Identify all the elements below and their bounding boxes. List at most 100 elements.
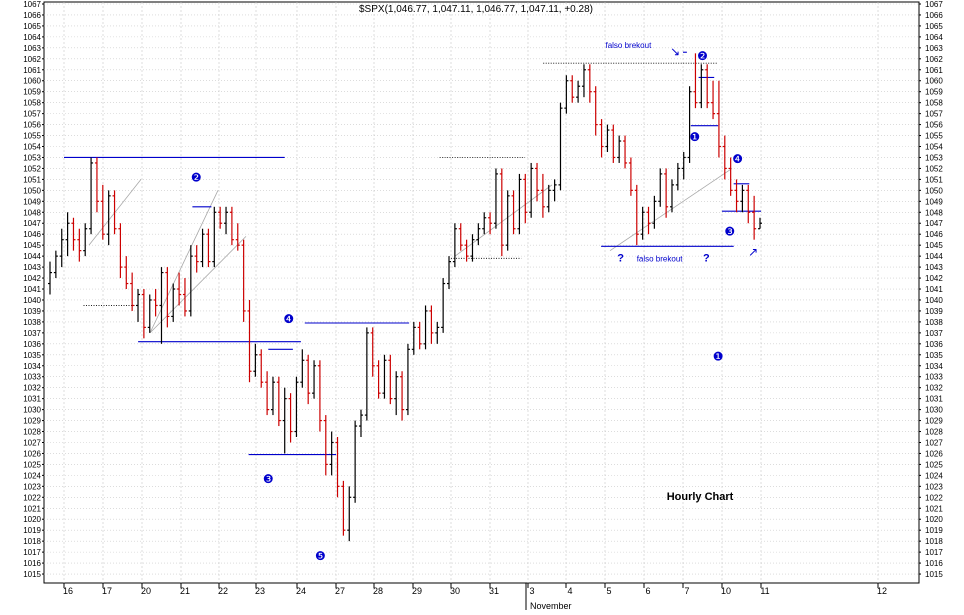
ohlc-bar <box>488 212 493 235</box>
ohlc-bar <box>658 168 663 207</box>
y-tick-label-left: 1034 <box>23 362 41 371</box>
y-tick-label-left: 1042 <box>23 274 41 283</box>
ohlc-bar <box>347 486 352 542</box>
ohlc-bar <box>646 206 651 235</box>
y-tick-label-left: 1021 <box>23 504 41 513</box>
annotation-marker: ❶ <box>713 349 724 363</box>
price-bars <box>48 53 762 542</box>
y-tick-label-right: 1027 <box>925 438 943 447</box>
ohlc-bar <box>253 343 258 377</box>
y-tick-label-right: 1022 <box>925 493 943 502</box>
y-tick-label-left: 1024 <box>23 471 41 480</box>
y-tick-label-left: 1054 <box>23 143 41 152</box>
y-tick-label-right: 1025 <box>925 460 943 469</box>
annotation-marker: ❶ <box>689 130 700 144</box>
y-tick-label-right: 1038 <box>925 318 943 327</box>
x-tick-label: 30 <box>450 586 460 596</box>
ohlc-bar <box>100 184 105 240</box>
y-tick-label-left: 1064 <box>23 33 41 42</box>
ohlc-bar <box>212 206 217 268</box>
y-tick-label-right: 1033 <box>925 373 943 382</box>
ohlc-bar <box>118 223 123 279</box>
y-tick-label-left: 1023 <box>23 482 41 491</box>
x-month-label: November <box>530 601 572 610</box>
ohlc-bar <box>752 195 757 240</box>
ohlc-bar <box>194 245 199 273</box>
ohlc-bar <box>576 80 581 103</box>
ohlc-bar <box>353 420 358 503</box>
ohlc-bar <box>669 179 674 213</box>
y-tick-label-right: 1037 <box>925 329 943 338</box>
y-tick-label-right: 1048 <box>925 208 943 217</box>
ohlc-bar <box>300 349 305 388</box>
ohlc-bar <box>153 289 158 317</box>
ohlc-bar <box>218 206 223 229</box>
ohlc-bar <box>699 64 704 109</box>
y-tick-label-left: 1038 <box>23 318 41 327</box>
ohlc-bar <box>429 305 434 344</box>
y-tick-label-left: 1031 <box>23 395 41 404</box>
ohlc-bar <box>452 223 457 268</box>
x-tick-label: 21 <box>180 586 190 596</box>
ohlc-bar <box>458 223 463 251</box>
ohlc-bar <box>599 119 604 158</box>
ohlc-bar <box>675 162 680 191</box>
y-tick-label-right: 1035 <box>925 351 943 360</box>
y-tick-label-left: 1041 <box>23 285 41 294</box>
ohlc-bar <box>423 305 428 350</box>
ohlc-bar <box>693 53 698 109</box>
y-tick-label-left: 1019 <box>23 526 41 535</box>
y-tick-label-left: 1022 <box>23 493 41 502</box>
ohlc-bar <box>540 173 545 218</box>
x-tick-label: 11 <box>760 586 769 596</box>
ohlc-bar <box>417 321 422 350</box>
y-tick-label-right: 1045 <box>925 241 943 250</box>
y-tick-label-left: 1026 <box>23 449 41 458</box>
ohlc-bar <box>335 437 340 498</box>
annotations: ❶ ❷ ❸ ❹ ❺ ❶ ❷ ❸ ❹ falso brekout falso brekout? ? ↘ ↗ <box>191 41 758 563</box>
annotation-marker: ❸ <box>724 224 735 238</box>
ohlc-bar <box>147 294 152 333</box>
ohlc-bar <box>705 64 710 109</box>
y-tick-label-right: 1054 <box>925 143 943 152</box>
ohlc-bar <box>71 217 76 251</box>
x-tick-label: 6 <box>645 586 650 596</box>
y-tick-label-left: 1058 <box>23 99 41 108</box>
trend-line <box>454 184 553 257</box>
y-tick-label-right: 1036 <box>925 340 943 349</box>
ohlc-bar <box>681 151 686 180</box>
ohlc-bar <box>53 250 58 279</box>
x-tick-label: 7 <box>684 586 689 596</box>
x-tick-label: 3 <box>529 586 534 596</box>
ohlc-bar <box>188 245 193 317</box>
ohlc-bar <box>511 190 516 235</box>
x-tick-label: 12 <box>877 586 887 596</box>
ohlc-bar <box>664 168 669 218</box>
ohlc-bar <box>435 321 440 344</box>
y-tick-label-left: 1037 <box>23 329 41 338</box>
annotation-arrow: ↘ <box>670 45 680 59</box>
y-tick-label-left: 1040 <box>23 296 41 305</box>
y-tick-label-right: 1046 <box>925 230 943 239</box>
y-tick-label-right: 1066 <box>925 11 943 20</box>
ohlc-bar <box>276 376 281 427</box>
ohlc-bar <box>124 256 129 290</box>
ohlc-bar <box>728 157 733 196</box>
ohlc-bar <box>400 371 405 421</box>
ohlc-bar <box>306 354 311 405</box>
y-tick-label-left: 1043 <box>23 263 41 272</box>
ohlc-bar <box>493 168 498 229</box>
y-tick-label-left: 1047 <box>23 219 41 228</box>
y-tick-label-right: 1032 <box>925 384 943 393</box>
y-tick-label-left: 1056 <box>23 121 41 130</box>
ohlc-bar <box>282 387 287 454</box>
ohlc-bar <box>106 190 111 246</box>
y-tick-label-left: 1046 <box>23 230 41 239</box>
ohlc-bar <box>405 343 410 416</box>
y-tick-label-left: 1017 <box>23 548 41 557</box>
y-tick-label-left: 1016 <box>23 559 41 568</box>
y-tick-label-left: 1030 <box>23 406 41 415</box>
ohlc-bar <box>529 162 534 218</box>
ohlc-bar <box>323 415 328 476</box>
y-tick-label-right: 1028 <box>925 428 943 437</box>
